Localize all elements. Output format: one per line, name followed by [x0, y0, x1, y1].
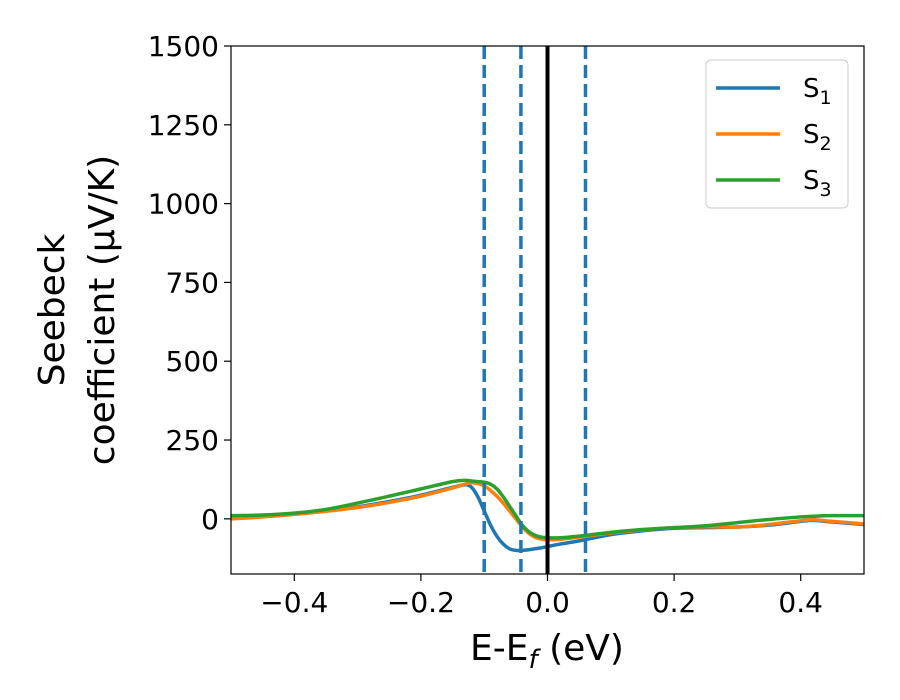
y-tick-label: 1250: [148, 109, 219, 142]
x-tick-label: −0.4: [260, 586, 328, 619]
legend-label-s3: S3: [803, 166, 832, 201]
legend-label-s1: S1: [803, 74, 832, 109]
y-tick-label: 0: [201, 503, 219, 536]
y-tick-label: 500: [166, 345, 219, 378]
y-tick-label: 750: [166, 266, 219, 299]
legend-label-s2: S2: [803, 120, 832, 155]
y-axis-label-line1: Seebeck: [32, 233, 73, 386]
x-axis-label: E-Ef (eV): [470, 628, 624, 675]
x-tick-label: 0.2: [652, 586, 697, 619]
y-axis-label-line2: coefficient (μV/K): [82, 155, 123, 465]
series-line-s3: [231, 478, 864, 540]
x-tick-label: 0.0: [525, 586, 570, 619]
y-tick-label: 250: [166, 424, 219, 457]
legend: S1 S2 S3: [705, 59, 849, 209]
x-tick-label: −0.2: [387, 586, 455, 619]
y-tick-label: 1500: [148, 30, 219, 63]
x-tick-label: 0.4: [778, 586, 823, 619]
y-tick-label: 1000: [148, 188, 219, 221]
